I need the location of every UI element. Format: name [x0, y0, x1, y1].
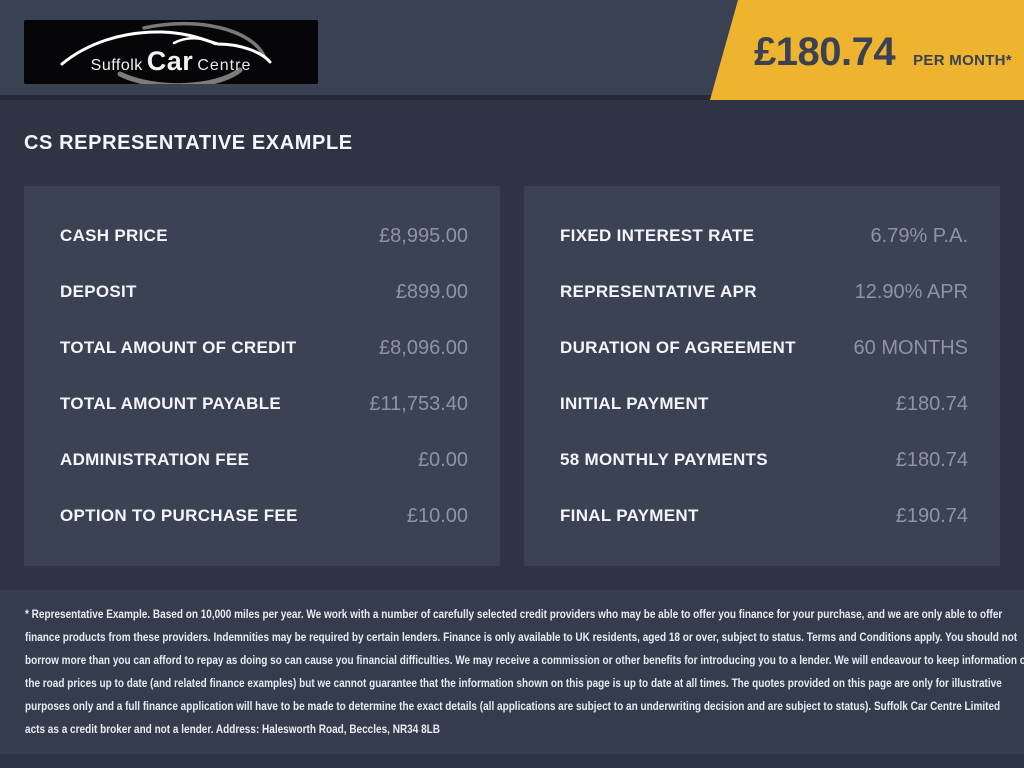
- finance-row: DEPOSIT £899.00: [60, 264, 468, 320]
- finance-row-value: £899.00: [395, 280, 468, 303]
- disclaimer-line: the road prices up to date (and related …: [25, 678, 1002, 690]
- finance-row: FIXED INTEREST RATE 6.79% P.A.: [560, 208, 968, 264]
- finance-row: TOTAL AMOUNT PAYABLE £11,753.40: [60, 376, 468, 432]
- finance-row-value: £0.00: [417, 448, 468, 471]
- finance-row-label: INITIAL PAYMENT: [560, 394, 709, 413]
- car-silhouette-icon: [60, 21, 272, 84]
- finance-row-label: TOTAL AMOUNT PAYABLE: [60, 394, 282, 413]
- finance-row-label: 58 MONTHLY PAYMENTS: [560, 450, 768, 469]
- finance-row: REPRESENTATIVE APR 12.90% APR: [560, 264, 968, 320]
- finance-row: TOTAL AMOUNT OF CREDIT £8,096.00: [60, 320, 468, 376]
- disclaimer-line: purposes only and a full finance applica…: [25, 701, 1001, 713]
- disclaimer-footer: * Representative Example. Based on 10,00…: [0, 590, 1024, 768]
- logo-prefix: Suffolk: [90, 57, 143, 74]
- page-title: CS REPRESENTATIVE EXAMPLE: [24, 132, 353, 154]
- finance-row-value: 6.79% P.A.: [870, 224, 968, 247]
- bottom-strip: [0, 754, 1024, 768]
- finance-row-label: TOTAL AMOUNT OF CREDIT: [60, 338, 297, 357]
- disclaimer-line: acts as a credit broker and not a lender…: [25, 724, 440, 736]
- finance-row-value: £10.00: [406, 504, 468, 527]
- finance-row-label: DURATION OF AGREEMENT: [560, 338, 796, 357]
- disclaimer-line: borrow more than you can afford to repay…: [25, 655, 1024, 667]
- finance-row-label: ADMINISTRATION FEE: [60, 450, 250, 469]
- dealer-logo: Suffolk Car Centre: [24, 20, 318, 84]
- monthly-price-banner: £180.74 PER MONTH*: [710, 0, 1024, 100]
- finance-row: ADMINISTRATION FEE £0.00: [60, 432, 468, 488]
- left-finance-panel: CASH PRICE £8,995.00 DEPOSIT £899.00 TOT…: [24, 186, 500, 566]
- dealer-logo-text: Suffolk Car Centre: [24, 46, 318, 77]
- right-finance-panel: FIXED INTEREST RATE 6.79% P.A. REPRESENT…: [524, 186, 1000, 566]
- finance-panels: CASH PRICE £8,995.00 DEPOSIT £899.00 TOT…: [24, 186, 1000, 566]
- logo-emphasis: Car: [146, 46, 194, 76]
- finance-row-label: FINAL PAYMENT: [560, 506, 699, 525]
- monthly-price-banner-inner: £180.74 PER MONTH*: [754, 30, 1012, 74]
- finance-row-label: REPRESENTATIVE APR: [560, 282, 757, 301]
- finance-row-value: £180.74: [895, 448, 968, 471]
- finance-row: INITIAL PAYMENT £180.74: [560, 376, 968, 432]
- finance-row: 58 MONTHLY PAYMENTS £180.74: [560, 432, 968, 488]
- finance-row-value: £8,096.00: [379, 336, 468, 359]
- finance-row-value: £8,995.00: [379, 224, 468, 247]
- finance-row: OPTION TO PURCHASE FEE £10.00: [60, 488, 468, 544]
- finance-row: CASH PRICE £8,995.00: [60, 208, 468, 264]
- logo-suffix: Centre: [197, 57, 252, 74]
- finance-row-value: 12.90% APR: [854, 280, 968, 303]
- finance-row-value: £11,753.40: [369, 392, 468, 415]
- disclaimer-line: finance products from these providers. I…: [25, 632, 1018, 644]
- finance-row-value: £190.74: [895, 504, 968, 527]
- finance-row: FINAL PAYMENT £190.74: [560, 488, 968, 544]
- finance-row-value: £180.74: [895, 392, 968, 415]
- finance-row-label: FIXED INTEREST RATE: [560, 226, 755, 245]
- disclaimer-line: * Representative Example. Based on 10,00…: [25, 609, 1003, 621]
- finance-row-value: 60 MONTHS: [853, 336, 968, 359]
- finance-row-label: CASH PRICE: [60, 226, 168, 245]
- finance-row-label: DEPOSIT: [60, 282, 137, 301]
- header: Suffolk Car Centre £180.74 PER MONTH*: [0, 0, 1024, 100]
- finance-row: DURATION OF AGREEMENT 60 MONTHS: [560, 320, 968, 376]
- finance-row-label: OPTION TO PURCHASE FEE: [60, 506, 298, 525]
